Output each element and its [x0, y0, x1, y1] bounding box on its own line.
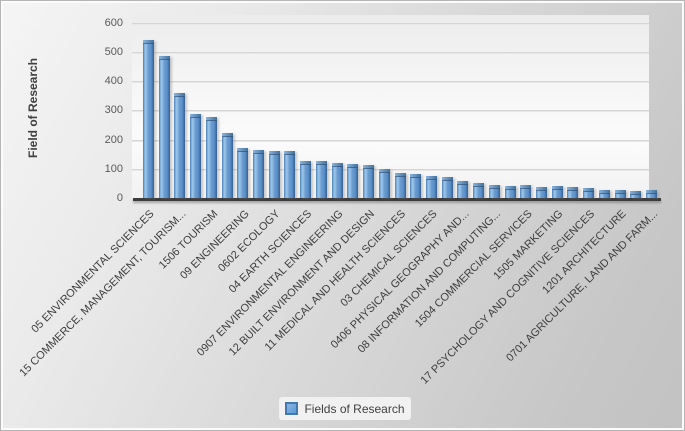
y-axis-tick-label: 0 — [116, 192, 123, 204]
gridline — [132, 22, 649, 25]
bar — [457, 181, 469, 198]
bar — [205, 116, 217, 198]
x-axis-line — [133, 198, 661, 201]
bar — [347, 164, 359, 198]
bar — [190, 114, 202, 198]
bar — [363, 165, 375, 198]
bar — [441, 176, 453, 198]
y-axis-tick-label: 200 — [104, 133, 123, 146]
y-axis-tick-label: 600 — [104, 16, 123, 29]
bar — [331, 162, 343, 198]
y-axis-title: Field of Research — [26, 57, 40, 159]
x-axis-category-label-text: 05 ENVIRONMENTAL SCIENCES — [29, 208, 157, 336]
bar — [488, 184, 500, 198]
gridline — [132, 139, 649, 142]
bar — [425, 175, 437, 198]
legend: Fields of Research — [279, 397, 411, 420]
bar — [598, 189, 610, 198]
bar — [630, 190, 642, 198]
bar — [284, 150, 296, 198]
bar — [551, 186, 563, 198]
bar — [143, 40, 154, 198]
y-axis-tick-label: 300 — [104, 104, 123, 117]
bar — [394, 173, 406, 198]
bar — [583, 188, 595, 198]
bar — [158, 55, 170, 198]
y-axis-tick-label: 500 — [104, 45, 123, 58]
bar — [174, 93, 186, 198]
bar — [315, 161, 327, 198]
bar — [536, 186, 547, 198]
bar — [237, 147, 249, 198]
gridline — [132, 51, 649, 54]
bar — [378, 169, 390, 198]
bar — [268, 151, 280, 198]
x-axis-category-label-text: 1504 COMMERCIAL SERVICES — [412, 208, 535, 330]
y-axis-tick-label: 100 — [104, 162, 123, 175]
bar — [520, 185, 532, 198]
gridline — [132, 110, 649, 113]
legend-label: Fields of Research — [304, 401, 405, 416]
bar — [504, 186, 516, 198]
bar — [614, 190, 626, 198]
bar — [221, 133, 233, 198]
gridline — [132, 168, 649, 171]
bar — [253, 150, 265, 198]
bar — [300, 160, 312, 198]
bar — [473, 183, 485, 198]
bar — [567, 187, 579, 198]
legend-swatch-icon — [285, 402, 299, 415]
bar — [410, 174, 422, 198]
bar — [646, 189, 658, 198]
y-axis-tick-label: 400 — [104, 75, 123, 87]
gridline — [132, 81, 649, 83]
plot-area — [132, 15, 649, 198]
x-axis-category-label-text: 15 COMMERCE, MANAGEMENT, TOURISM... — [17, 208, 189, 380]
